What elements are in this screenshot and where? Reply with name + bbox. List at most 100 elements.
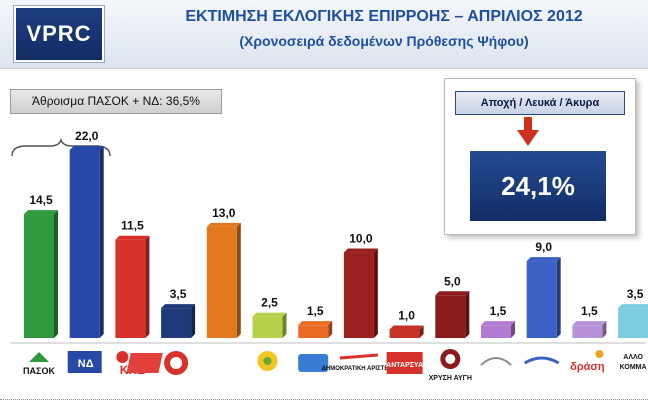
nd-logo-icon bbox=[67, 351, 102, 373]
bar-side bbox=[191, 304, 196, 338]
value-label: 9,0 bbox=[535, 240, 552, 254]
party-logo: ΑΛΛΟ ΚΟΜΜΑ bbox=[620, 354, 647, 371]
bar-top bbox=[435, 291, 470, 296]
value-label: 22,0 bbox=[75, 129, 99, 143]
bars-layer bbox=[24, 146, 648, 338]
value-label: 1,0 bbox=[398, 308, 415, 322]
bar bbox=[161, 308, 192, 338]
abstention-value: 24,1% bbox=[470, 151, 606, 221]
bar-top bbox=[161, 304, 196, 309]
bar bbox=[389, 329, 420, 338]
party-logo bbox=[126, 353, 163, 373]
bar-top bbox=[526, 257, 561, 262]
footer-divider bbox=[0, 399, 648, 400]
abstention-panel: Αποχή / Λευκά / Άκυρα 24,1% bbox=[444, 78, 636, 235]
bar-top bbox=[252, 312, 287, 317]
bar-top bbox=[115, 235, 150, 240]
bar-side bbox=[373, 248, 378, 338]
party-logo: ΑΝΤΑΡΣΥΑ bbox=[386, 352, 423, 374]
laos-logo-inner bbox=[170, 357, 183, 369]
bar bbox=[115, 239, 146, 338]
bar-side bbox=[556, 257, 561, 338]
party-logo: ΔΗΜΟΚΡΑΤΙΚΗ ΑΡΙΣΤΕΡΑ bbox=[322, 353, 397, 372]
bar bbox=[572, 325, 603, 338]
party-logo bbox=[298, 354, 329, 372]
pasok-sun-icon bbox=[29, 352, 49, 362]
bar-side bbox=[465, 291, 470, 338]
value-label: 13,0 bbox=[212, 206, 236, 220]
logo-label: δράση bbox=[570, 361, 605, 373]
bar bbox=[298, 325, 329, 338]
logo-label: ΑΛΛΟ bbox=[623, 354, 643, 361]
bar-side bbox=[99, 146, 104, 338]
bar bbox=[618, 308, 648, 338]
bar-side bbox=[54, 210, 58, 338]
logo-label: ΠΑΣΟΚ bbox=[23, 366, 55, 376]
logo-label: ΚΟΜΜΑ bbox=[620, 364, 647, 371]
party-logo: δράση bbox=[570, 350, 605, 373]
value-label: 1,5 bbox=[581, 304, 598, 318]
value-label: 3,5 bbox=[170, 287, 187, 301]
bar-top bbox=[572, 321, 607, 326]
value-label: 10,0 bbox=[349, 232, 373, 246]
bar bbox=[206, 226, 237, 338]
logo-label: ΝΔ bbox=[78, 358, 94, 370]
bar-top bbox=[24, 210, 58, 215]
value-label: 11,5 bbox=[121, 219, 144, 233]
syriza-logo-icon bbox=[126, 353, 163, 373]
bar-top bbox=[69, 146, 104, 150]
vprc-logo: VPRC bbox=[14, 6, 104, 62]
bar-top bbox=[618, 304, 648, 309]
chart-title: ΕΚΤΙΜΗΣΗ ΕΚΛΟΓΙΚΗΣ ΕΠΙΡΡΟΗΣ – ΑΠΡΙΛΙΟΣ 2… bbox=[185, 8, 583, 25]
sum-annotation-label: Άθροισμα ΠΑΣΟΚ + ΝΔ: 36,5% bbox=[10, 89, 222, 114]
value-labels-layer: 14,5 22,0 11,5 3,5 13,0 2,5 1,5 10,0 1,0 5,0 1,5 9,… bbox=[29, 129, 643, 322]
bar bbox=[481, 325, 511, 338]
drasi-logo-icon bbox=[595, 350, 604, 358]
party-logo bbox=[480, 357, 512, 366]
bar bbox=[526, 261, 557, 338]
bar-top bbox=[343, 248, 378, 253]
logo-label: ΧΡΥΣΗ ΑΥΓΗ bbox=[429, 375, 472, 382]
bar bbox=[252, 316, 283, 338]
dimsy-logo-icon bbox=[523, 356, 560, 365]
party-logo bbox=[523, 356, 560, 365]
value-label: 14,5 bbox=[29, 193, 53, 207]
value-label: 1,5 bbox=[490, 304, 507, 318]
party-logos-layer: ΠΑΣΟΚΝΔΚΚΕΔΗΜΟΚΡΑΤΙΚΗ ΑΡΙΣΤΕΡΑΑΝΤΑΡΣΥΑΧΡ… bbox=[23, 349, 647, 382]
bar-side bbox=[328, 321, 333, 338]
value-label: 1,5 bbox=[307, 304, 324, 318]
kke-hammer-icon bbox=[116, 351, 129, 363]
header-bar: VPRC ΕΚΤΙΜΗΣΗ ΕΚΛΟΓΙΚΗΣ ΕΠΙΡΡΟΗΣ – ΑΠΡΙΛ… bbox=[0, 0, 648, 69]
bar-side bbox=[236, 222, 241, 338]
chart-subtitle: (Χρονοσειρά δεδομένων Πρόθεσης Ψήφου) bbox=[239, 33, 529, 49]
logo-label: ΔΗΜΟΚΡΑΤΙΚΗ ΑΡΙΣΤΕΡΑ bbox=[322, 366, 397, 372]
value-label: 5,0 bbox=[444, 274, 461, 288]
party-logo: ΠΑΣΟΚ bbox=[23, 352, 55, 376]
bar bbox=[24, 214, 54, 338]
bar-side bbox=[602, 321, 607, 338]
down-arrow-icon bbox=[517, 117, 539, 146]
bar-top bbox=[481, 321, 515, 326]
anel-logo-icon bbox=[480, 357, 512, 366]
bar-top bbox=[206, 222, 241, 227]
chrysi-avgi-inner bbox=[445, 354, 456, 364]
value-label: 3,5 bbox=[627, 287, 644, 301]
bar-top bbox=[298, 321, 333, 326]
party-logo: ΧΡΥΣΗ ΑΥΓΗ bbox=[429, 349, 472, 382]
antarsya-logo-icon bbox=[386, 352, 423, 374]
abstention-label: Αποχή / Λευκά / Άκυρα bbox=[455, 91, 625, 115]
party-logo: ΝΔ bbox=[67, 351, 102, 373]
party-logo bbox=[164, 351, 189, 375]
bar-side bbox=[419, 325, 424, 338]
bar bbox=[343, 252, 374, 338]
bar-top bbox=[389, 325, 424, 330]
bar-side bbox=[511, 321, 515, 338]
bar bbox=[435, 295, 466, 338]
dimar-swoosh-icon bbox=[339, 353, 379, 360]
bar bbox=[69, 150, 100, 338]
ecogreens-center bbox=[263, 357, 272, 365]
logo-label: ΑΝΤΑΡΣΥΑ bbox=[386, 362, 423, 369]
value-label: 2,5 bbox=[261, 296, 278, 310]
bar-side bbox=[145, 235, 150, 338]
